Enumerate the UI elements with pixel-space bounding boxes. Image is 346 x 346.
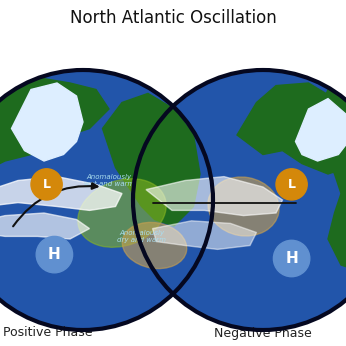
Polygon shape bbox=[0, 76, 109, 187]
Text: North Atlantic Oscillation: North Atlantic Oscillation bbox=[70, 9, 276, 27]
Circle shape bbox=[36, 236, 73, 273]
Circle shape bbox=[31, 169, 62, 200]
Circle shape bbox=[276, 169, 307, 200]
Circle shape bbox=[133, 70, 346, 330]
Ellipse shape bbox=[78, 179, 166, 247]
Text: Negative Phase: Negative Phase bbox=[214, 327, 312, 339]
Polygon shape bbox=[295, 99, 346, 161]
Polygon shape bbox=[146, 176, 282, 216]
Polygon shape bbox=[0, 176, 122, 210]
Polygon shape bbox=[315, 90, 346, 272]
Text: L: L bbox=[288, 178, 295, 191]
Text: Anomalously
wet and warm: Anomalously wet and warm bbox=[84, 174, 134, 187]
Text: L: L bbox=[43, 178, 51, 191]
Polygon shape bbox=[11, 83, 83, 161]
Polygon shape bbox=[0, 213, 90, 239]
Polygon shape bbox=[153, 221, 256, 249]
Circle shape bbox=[273, 240, 310, 277]
Circle shape bbox=[0, 70, 213, 330]
Text: Anomalously
dry and warm: Anomalously dry and warm bbox=[117, 230, 166, 243]
Text: H: H bbox=[48, 247, 61, 262]
Text: Positive Phase: Positive Phase bbox=[3, 327, 93, 339]
Polygon shape bbox=[102, 93, 200, 226]
Ellipse shape bbox=[122, 222, 187, 268]
Ellipse shape bbox=[208, 177, 279, 236]
Polygon shape bbox=[237, 83, 346, 174]
Text: H: H bbox=[285, 251, 298, 266]
